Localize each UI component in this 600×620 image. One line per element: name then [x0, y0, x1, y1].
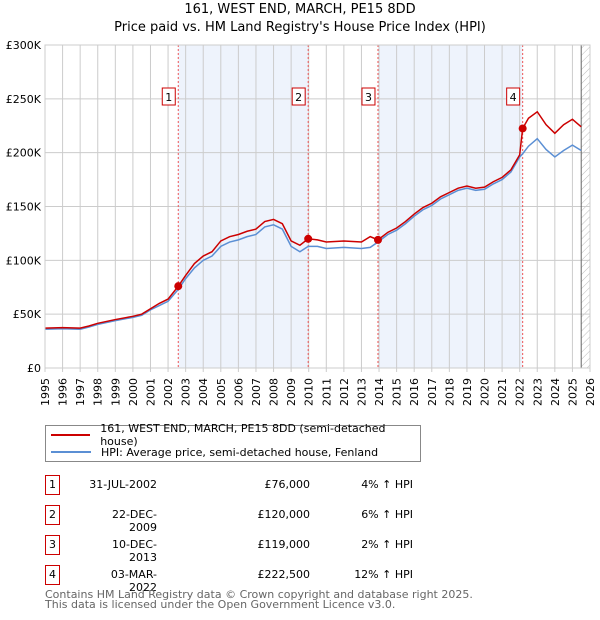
x-tick-label: 2024 — [549, 378, 562, 406]
sale-marker-number: 3 — [45, 535, 60, 555]
sale-marker-number: 4 — [45, 565, 60, 585]
sales-table-row: 4 03-MAR-2022 £222,500 12% ↑ HPI — [45, 565, 445, 594]
hpi-line — [44, 137, 582, 330]
sale-marker-label: 2 — [295, 91, 302, 104]
sale-marker-box — [361, 87, 376, 106]
x-tick-label: 1996 — [57, 378, 70, 406]
y-tick-label: £50K — [13, 308, 42, 321]
sale-price: £120,000 — [257, 508, 311, 521]
x-tick-label: 1998 — [92, 378, 105, 406]
sale-marker-label: 4 — [510, 91, 517, 104]
x-tick-label: 2023 — [531, 378, 544, 406]
y-tick-label: £300K — [6, 39, 42, 52]
price-chart: 1995 1996 1997 1998 1999 2000 2001 2002 2003 2004… — [6, 39, 597, 406]
y-tick-label: £100K — [6, 254, 42, 267]
sale-hpi-diff: 12% ↑ HPI — [354, 568, 413, 581]
x-tick-label: 1995 — [39, 378, 52, 406]
sale-point — [174, 282, 183, 291]
sale-point — [518, 124, 527, 133]
legend-hpi: HPI: Average price, semi-detached house,… — [101, 445, 379, 459]
x-tick-label: 2019 — [461, 378, 474, 406]
sale-marker-box — [161, 87, 176, 106]
x-tick-label: 2014 — [373, 378, 386, 406]
legend-swatch-property — [51, 434, 91, 436]
legend-property: 161, WEST END, MARCH, PE15 8DD (semi-det… — [100, 422, 386, 448]
x-tick-label: 2005 — [215, 378, 228, 406]
sale-marker-label: 3 — [365, 91, 372, 104]
x-tick-label: 2001 — [144, 378, 157, 406]
sale-hpi-diff: 4% ↑ HPI — [361, 478, 413, 491]
x-tick-label: 2002 — [162, 378, 175, 406]
chart-subtitle: Price paid vs. HM Land Registry's House … — [114, 20, 486, 35]
sales-table-row: 1 31-JUL-2002 £76,000 4% ↑ HPI — [45, 475, 445, 495]
sale-point — [373, 235, 382, 244]
sale-marker-number: 2 — [45, 505, 60, 525]
x-tick-label: 2000 — [127, 378, 140, 406]
sales-table-row: 3 10-DEC-2013 £119,000 2% ↑ HPI — [45, 535, 445, 564]
y-tick-label: £250K — [6, 93, 42, 106]
footer-line-1: Contains HM Land Registry data © Crown c… — [45, 588, 473, 601]
x-tick-label: 2009 — [285, 378, 298, 406]
x-tick-label: 2004 — [197, 378, 210, 406]
sale-price: £222,500 — [257, 568, 311, 581]
plot-frame — [44, 44, 591, 369]
sale-marker-box — [291, 87, 306, 106]
x-tick-label: 2011 — [320, 378, 333, 406]
footer: Contains HM Land Registry data © Crown c… — [45, 588, 473, 611]
x-tick-label: 2007 — [250, 378, 263, 406]
x-tick-label: 2010 — [303, 378, 316, 406]
sale-marker-box — [506, 87, 521, 106]
x-tick-label: 2008 — [268, 378, 281, 406]
sale-price: £76,000 — [264, 478, 311, 491]
sale-date: 31-JUL-2002 — [89, 478, 157, 491]
sale-point — [304, 234, 313, 243]
y-tick-label: £0 — [27, 362, 41, 375]
x-tick-label: 1999 — [109, 378, 122, 406]
x-tick-label: 2017 — [426, 378, 439, 406]
x-tick-label: 2025 — [566, 378, 579, 406]
chart-title: 161, WEST END, MARCH, PE15 8DD — [184, 2, 416, 17]
sale-price: £119,000 — [257, 538, 311, 551]
sale-hpi-diff: 2% ↑ HPI — [361, 538, 413, 551]
sale-date: 22-DEC-2009 — [111, 508, 157, 534]
property-line — [44, 110, 582, 329]
sale-marker-number: 1 — [45, 475, 60, 495]
x-tick-label: 2016 — [408, 378, 421, 406]
sale-date: 10-DEC-2013 — [111, 538, 157, 564]
x-tick-label: 2022 — [514, 378, 527, 406]
x-tick-label: 2015 — [391, 378, 404, 406]
y-tick-label: £200K — [6, 147, 42, 160]
sale-marker-label: 1 — [165, 91, 172, 104]
x-tick-label: 2012 — [338, 378, 351, 406]
legend: 161, WEST END, MARCH, PE15 8DD (semi-det… — [45, 422, 421, 462]
sales-table-row: 2 22-DEC-2009 £120,000 6% ↑ HPI — [45, 505, 445, 534]
x-tick-label: 2006 — [232, 378, 245, 406]
sale-date: 03-MAR-2022 — [110, 568, 157, 594]
footer-line-2: This data is licensed under the Open Gov… — [45, 598, 396, 611]
sale-hpi-diff: 6% ↑ HPI — [361, 508, 413, 521]
x-tick-label: 2018 — [443, 378, 456, 406]
x-tick-label: 2020 — [479, 378, 492, 406]
x-tick-label: 2026 — [584, 378, 597, 406]
x-tick-label: 2021 — [496, 378, 509, 406]
x-tick-label: 1997 — [74, 378, 87, 406]
x-tick-label: 2003 — [180, 378, 193, 406]
x-tick-label: 2013 — [355, 378, 368, 406]
y-tick-label: £150K — [6, 201, 42, 214]
legend-swatch-hpi — [51, 451, 91, 453]
